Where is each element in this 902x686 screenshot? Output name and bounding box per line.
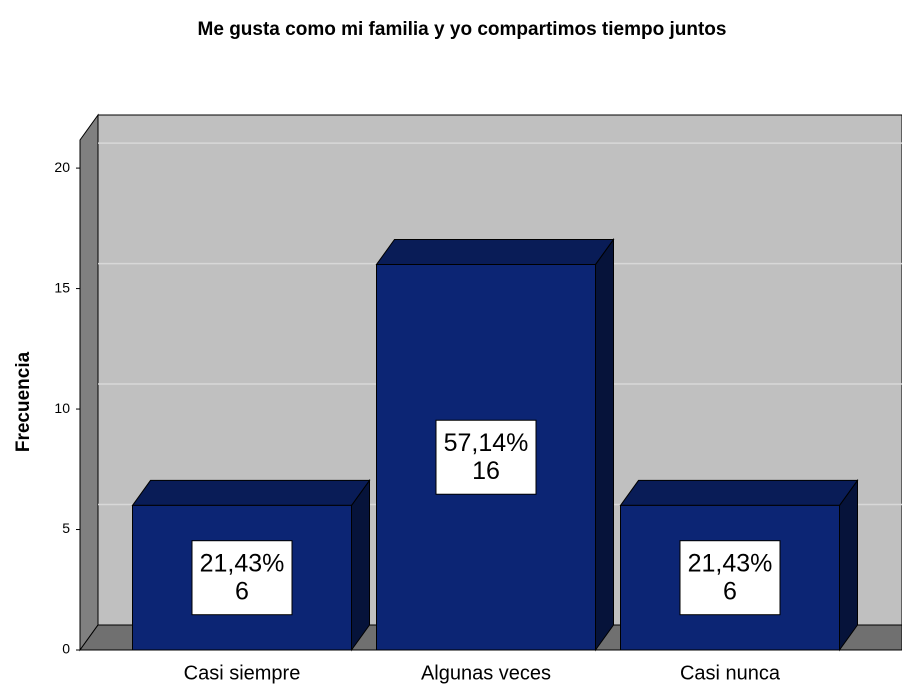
y-tick-label: 0 <box>62 641 70 657</box>
side-wall <box>79 113 99 652</box>
x-tick-label: Casi siempre <box>184 662 301 684</box>
y-tick-label: 5 <box>62 520 70 536</box>
chart-title: Me gusta como mi familia y yo compartimo… <box>198 19 727 40</box>
count-label: 6 <box>723 577 737 605</box>
y-tick-label: 15 <box>54 279 70 295</box>
percent-label: 57,14% <box>444 429 529 457</box>
y-tick-label: 20 <box>54 159 70 175</box>
x-tick-label: Algunas veces <box>421 662 551 684</box>
y-tick-label: 10 <box>54 400 70 416</box>
count-label: 16 <box>472 457 500 485</box>
bar-side <box>839 478 858 652</box>
percent-label: 21,43% <box>688 549 773 577</box>
data-label-box <box>435 419 537 495</box>
bar-top <box>375 238 615 265</box>
data-label-box <box>679 540 781 616</box>
bar-side <box>351 478 370 652</box>
count-label: 6 <box>235 577 249 605</box>
y-axis-title: Frecuencia <box>13 351 34 452</box>
data-label-box <box>191 540 293 616</box>
x-tick-label: Casi nunca <box>680 662 781 684</box>
bar-top <box>619 479 859 506</box>
bar-top <box>131 479 371 506</box>
bar-side <box>595 237 614 652</box>
percent-label: 21,43% <box>200 549 285 577</box>
